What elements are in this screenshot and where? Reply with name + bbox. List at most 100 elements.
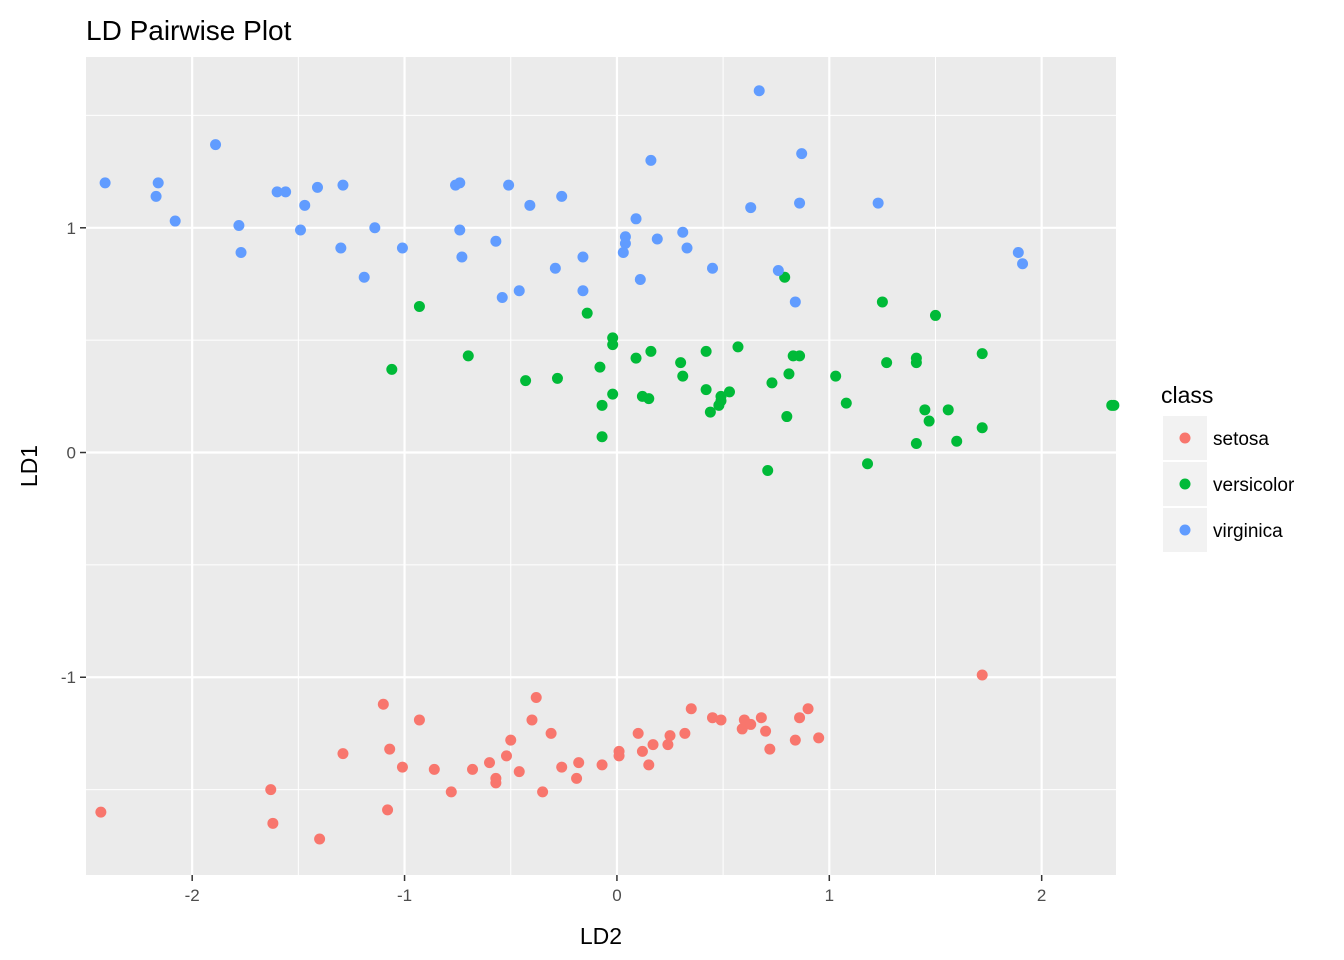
point-virginica xyxy=(294,224,306,236)
point-versicolor xyxy=(910,438,922,450)
point-setosa xyxy=(664,730,676,742)
point-versicolor xyxy=(762,464,774,476)
point-versicolor xyxy=(607,388,619,400)
point-versicolor xyxy=(1108,399,1120,411)
chart-title: LD Pairwise Plot xyxy=(86,15,292,46)
x-tick-label: 0 xyxy=(612,886,621,905)
point-setosa xyxy=(95,806,107,818)
point-setosa xyxy=(632,727,644,739)
point-setosa xyxy=(396,761,408,773)
point-virginica xyxy=(1017,258,1029,270)
point-versicolor xyxy=(881,357,893,369)
point-setosa xyxy=(484,757,496,769)
x-axis-title: LD2 xyxy=(580,923,622,949)
point-virginica xyxy=(872,197,884,209)
point-versicolor xyxy=(976,422,988,434)
point-versicolor xyxy=(643,393,655,405)
point-virginica xyxy=(454,177,466,189)
point-versicolor xyxy=(630,352,642,364)
major-gridlines xyxy=(86,57,1116,875)
point-versicolor xyxy=(715,390,727,402)
point-versicolor xyxy=(919,404,931,416)
point-setosa xyxy=(382,804,394,816)
point-setosa xyxy=(643,759,655,771)
point-setosa xyxy=(613,750,625,762)
point-virginica xyxy=(681,242,693,254)
point-setosa xyxy=(537,786,549,798)
point-setosa xyxy=(596,759,608,771)
point-virginica xyxy=(634,273,646,285)
y-tick-label: -1 xyxy=(61,668,76,687)
point-setosa xyxy=(745,718,757,730)
point-virginica xyxy=(311,181,323,193)
point-versicolor xyxy=(594,361,606,373)
point-setosa xyxy=(413,714,425,726)
point-versicolor xyxy=(581,307,593,319)
point-setosa xyxy=(467,763,479,775)
point-setosa xyxy=(573,757,585,769)
point-versicolor xyxy=(596,399,608,411)
point-virginica xyxy=(210,139,222,151)
x-tick-label: -1 xyxy=(397,886,412,905)
point-virginica xyxy=(651,233,663,245)
point-virginica xyxy=(396,242,408,254)
legend-label: setosa xyxy=(1213,429,1269,450)
point-versicolor xyxy=(783,368,795,380)
point-setosa xyxy=(314,833,326,845)
point-setosa xyxy=(571,772,583,784)
point-setosa xyxy=(445,786,457,798)
point-versicolor xyxy=(675,357,687,369)
data-points xyxy=(95,85,1120,845)
legend-title: class xyxy=(1161,382,1213,408)
y-tick-label: 0 xyxy=(67,444,76,463)
point-setosa xyxy=(428,763,440,775)
point-virginica xyxy=(524,199,536,211)
point-setosa xyxy=(813,732,825,744)
point-virginica xyxy=(99,177,111,189)
point-virginica xyxy=(454,224,466,236)
x-axis-tick-labels: -2 -1 0 1 2 xyxy=(185,886,1047,905)
point-versicolor xyxy=(704,406,716,418)
point-setosa xyxy=(513,766,525,778)
legend-item-virginica: virginica xyxy=(1163,508,1283,552)
legend-swatch xyxy=(1179,432,1191,444)
point-virginica xyxy=(513,285,525,297)
point-virginica xyxy=(152,177,164,189)
point-versicolor xyxy=(840,397,852,409)
legend-label: versicolor xyxy=(1213,475,1295,496)
point-setosa xyxy=(337,748,349,760)
point-versicolor xyxy=(520,375,532,387)
point-virginica xyxy=(577,251,589,263)
point-versicolor xyxy=(781,411,793,423)
point-virginica xyxy=(169,215,181,227)
point-virginica xyxy=(753,85,765,97)
point-versicolor xyxy=(700,384,712,396)
point-setosa xyxy=(545,727,557,739)
point-virginica xyxy=(677,226,689,238)
point-virginica xyxy=(490,235,502,247)
point-virginica xyxy=(503,179,515,191)
point-versicolor xyxy=(413,300,425,312)
point-setosa xyxy=(760,725,772,737)
point-virginica xyxy=(577,285,589,297)
point-versicolor xyxy=(951,435,963,447)
point-virginica xyxy=(794,197,806,209)
point-virginica xyxy=(233,220,245,232)
point-setosa xyxy=(647,739,659,751)
point-versicolor xyxy=(700,345,712,357)
point-virginica xyxy=(745,202,757,214)
point-versicolor xyxy=(607,339,619,351)
point-setosa xyxy=(505,734,517,746)
point-versicolor xyxy=(596,431,608,443)
point-virginica xyxy=(337,179,349,191)
legend-items: setosa versicolor virginica xyxy=(1163,416,1295,552)
point-versicolor xyxy=(876,296,888,308)
point-versicolor xyxy=(794,350,806,362)
point-versicolor xyxy=(551,372,563,384)
point-virginica xyxy=(619,238,631,250)
point-setosa xyxy=(789,734,801,746)
x-tick-label: 1 xyxy=(825,886,834,905)
point-setosa xyxy=(715,714,727,726)
point-virginica xyxy=(617,247,629,259)
